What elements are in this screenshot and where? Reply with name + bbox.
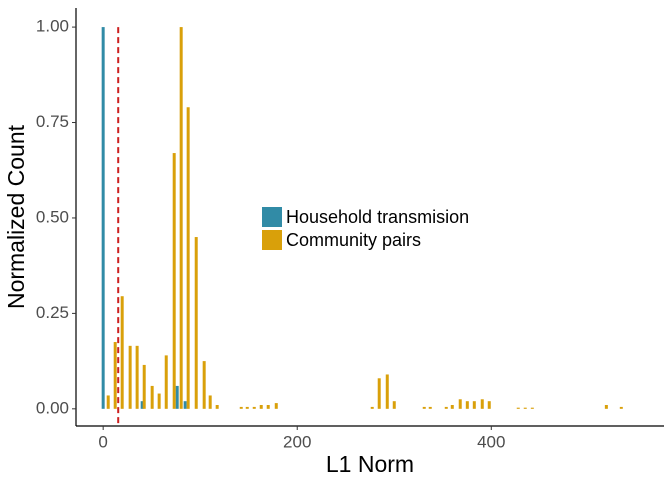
legend-key	[262, 207, 282, 227]
bar	[530, 407, 534, 409]
bar	[113, 342, 117, 409]
bar	[385, 374, 389, 409]
bar	[215, 405, 219, 409]
bar	[106, 395, 110, 409]
bar	[140, 401, 144, 409]
bar	[239, 406, 243, 409]
bar	[458, 399, 462, 409]
bar	[516, 407, 520, 409]
bar	[245, 406, 249, 409]
bar	[252, 406, 256, 409]
x-tick-label: 200	[283, 432, 311, 451]
bar	[164, 355, 168, 409]
bar	[523, 407, 527, 409]
bar	[194, 237, 198, 409]
y-tick-label: 1.00	[36, 17, 69, 36]
bar	[120, 296, 124, 409]
bar	[175, 385, 179, 409]
bar	[179, 27, 183, 409]
bar	[135, 345, 139, 409]
bar	[619, 406, 623, 409]
bar	[428, 406, 432, 409]
bar	[172, 153, 176, 409]
bar	[450, 405, 454, 409]
legend-label: Community pairs	[286, 230, 421, 250]
x-tick-label: 0	[98, 432, 107, 451]
y-tick-label: 0.25	[36, 303, 69, 322]
bar	[370, 406, 374, 409]
bar	[142, 364, 146, 409]
bar	[604, 405, 608, 409]
bar	[128, 345, 132, 409]
bar	[266, 405, 270, 409]
bar	[157, 393, 161, 409]
y-tick-label: 0.50	[36, 207, 69, 226]
bar	[183, 401, 187, 409]
x-axis-title: L1 Norm	[326, 451, 414, 477]
bar	[487, 401, 491, 409]
bar	[208, 395, 212, 409]
bar	[202, 361, 206, 409]
bar	[150, 385, 154, 409]
bar	[392, 401, 396, 409]
bar	[377, 378, 381, 409]
y-tick-label: 0.75	[36, 112, 69, 131]
y-axis-title: Normalized Count	[3, 124, 29, 309]
bar	[422, 406, 426, 409]
bar	[472, 401, 476, 409]
legend-label: Household transmision	[286, 207, 469, 227]
x-tick-label: 400	[477, 432, 505, 451]
bar	[480, 399, 484, 409]
bar	[465, 401, 469, 409]
bar	[101, 27, 105, 409]
bar	[274, 403, 278, 409]
bar	[444, 406, 448, 409]
y-tick-label: 0.00	[36, 398, 69, 417]
bar	[186, 107, 190, 409]
legend-key	[262, 230, 282, 250]
bar	[259, 405, 263, 409]
